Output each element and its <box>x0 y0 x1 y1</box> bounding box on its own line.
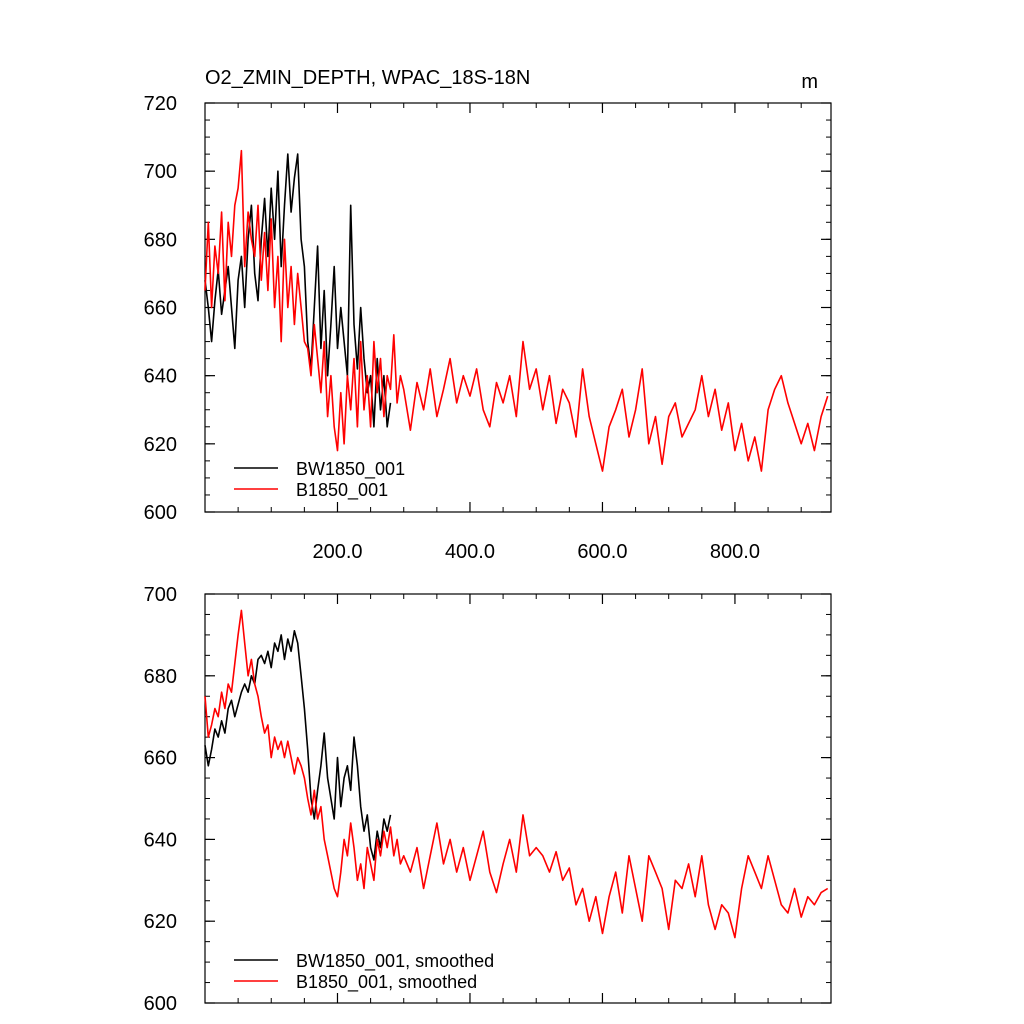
x-tick-label: 200.0 <box>312 541 362 563</box>
series-line-b1850-001-smoothed <box>204 609 829 939</box>
legend-label: B1850_001 <box>296 480 388 501</box>
y-tick-label: 680 <box>144 229 177 251</box>
series-line-bw1850-001 <box>204 153 392 428</box>
top-panel: 600 620 640 660 680 700 720 200.0 400.0 600.0 800.… <box>144 93 832 563</box>
y-tick-label: 700 <box>144 161 177 183</box>
y-tick-label: 700 <box>144 584 177 606</box>
y-tick-label: 680 <box>144 666 177 688</box>
x-tick-label: 400.0 <box>445 541 495 563</box>
y-tick-label: 660 <box>144 298 177 320</box>
y-tick-label: 600 <box>144 993 177 1015</box>
x-tick-label: 800.0 <box>710 541 760 563</box>
legend-label: B1850_001, smoothed <box>296 972 477 993</box>
chart-title: O2_ZMIN_DEPTH, WPAC_18S-18N <box>205 67 530 89</box>
series-line-b1850-001 <box>204 149 829 472</box>
units-label: m <box>801 71 818 93</box>
bottom-panel: 600 620 640 660 680 700 BW1850_001, smoothedB1… <box>144 584 832 1015</box>
series-line-bw1850-001-smoothed <box>204 629 392 861</box>
y-tick-label: 640 <box>144 829 177 851</box>
x-tick-label: 600.0 <box>577 541 627 563</box>
y-tick-label: 640 <box>144 366 177 388</box>
y-tick-label: 600 <box>144 502 177 524</box>
legend-label: BW1850_001 <box>296 459 405 480</box>
y-tick-label: 620 <box>144 434 177 456</box>
legend-label: BW1850_001, smoothed <box>296 951 494 972</box>
y-tick-label: 660 <box>144 748 177 770</box>
y-tick-label: 620 <box>144 911 177 933</box>
y-tick-label: 720 <box>144 93 177 115</box>
